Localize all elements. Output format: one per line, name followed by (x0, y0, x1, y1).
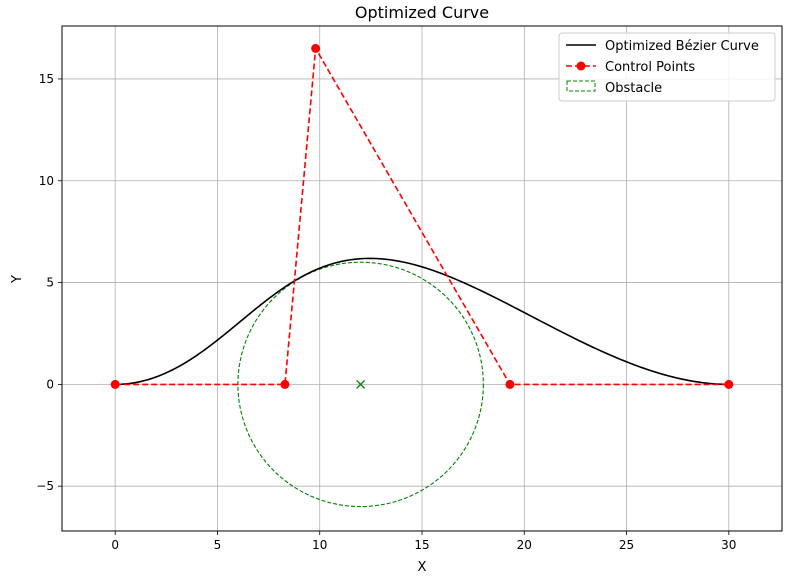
control-point-marker (505, 379, 515, 389)
y-tick-label: 15 (39, 72, 54, 86)
control-point-marker (280, 379, 290, 389)
chart-title: Optimized Curve (355, 3, 489, 22)
control-point-marker (724, 379, 734, 389)
legend-label-obstacle: Obstacle (605, 81, 662, 96)
x-tick-label: 5 (214, 538, 222, 552)
legend-swatch-obstacle (566, 80, 596, 92)
legend-box (558, 32, 776, 102)
bezier-curve-line (115, 257, 729, 386)
data-layer (110, 43, 734, 508)
y-tick-label: 5 (46, 276, 54, 290)
x-tick-label: 20 (517, 538, 532, 552)
y-tick-label: −5 (36, 479, 54, 493)
x-tick-label: 30 (721, 538, 736, 552)
legend-label-control-points: Control Points (605, 60, 695, 75)
x-tick-label: 15 (414, 538, 429, 552)
control-point-marker (311, 43, 321, 53)
x-axis-label: X (418, 560, 427, 575)
y-tick-label: 10 (39, 174, 54, 188)
ticks: 0 5 10 15 20 25 30 −5 0 5 10 15 (36, 72, 736, 552)
legend: Optimized Bézier Curve Control Points Ob… (558, 32, 776, 102)
y-tick-label: 0 (46, 377, 54, 391)
x-tick-label: 0 (111, 538, 119, 552)
control-point-marker (110, 379, 120, 389)
legend-label-bezier: Optimized Bézier Curve (605, 39, 759, 54)
x-tick-label: 10 (312, 538, 327, 552)
legend-marker-control-points (576, 61, 586, 71)
x-tick-label: 25 (619, 538, 634, 552)
obstacle-center-marker (356, 379, 366, 389)
y-axis-label: Y (10, 275, 25, 284)
